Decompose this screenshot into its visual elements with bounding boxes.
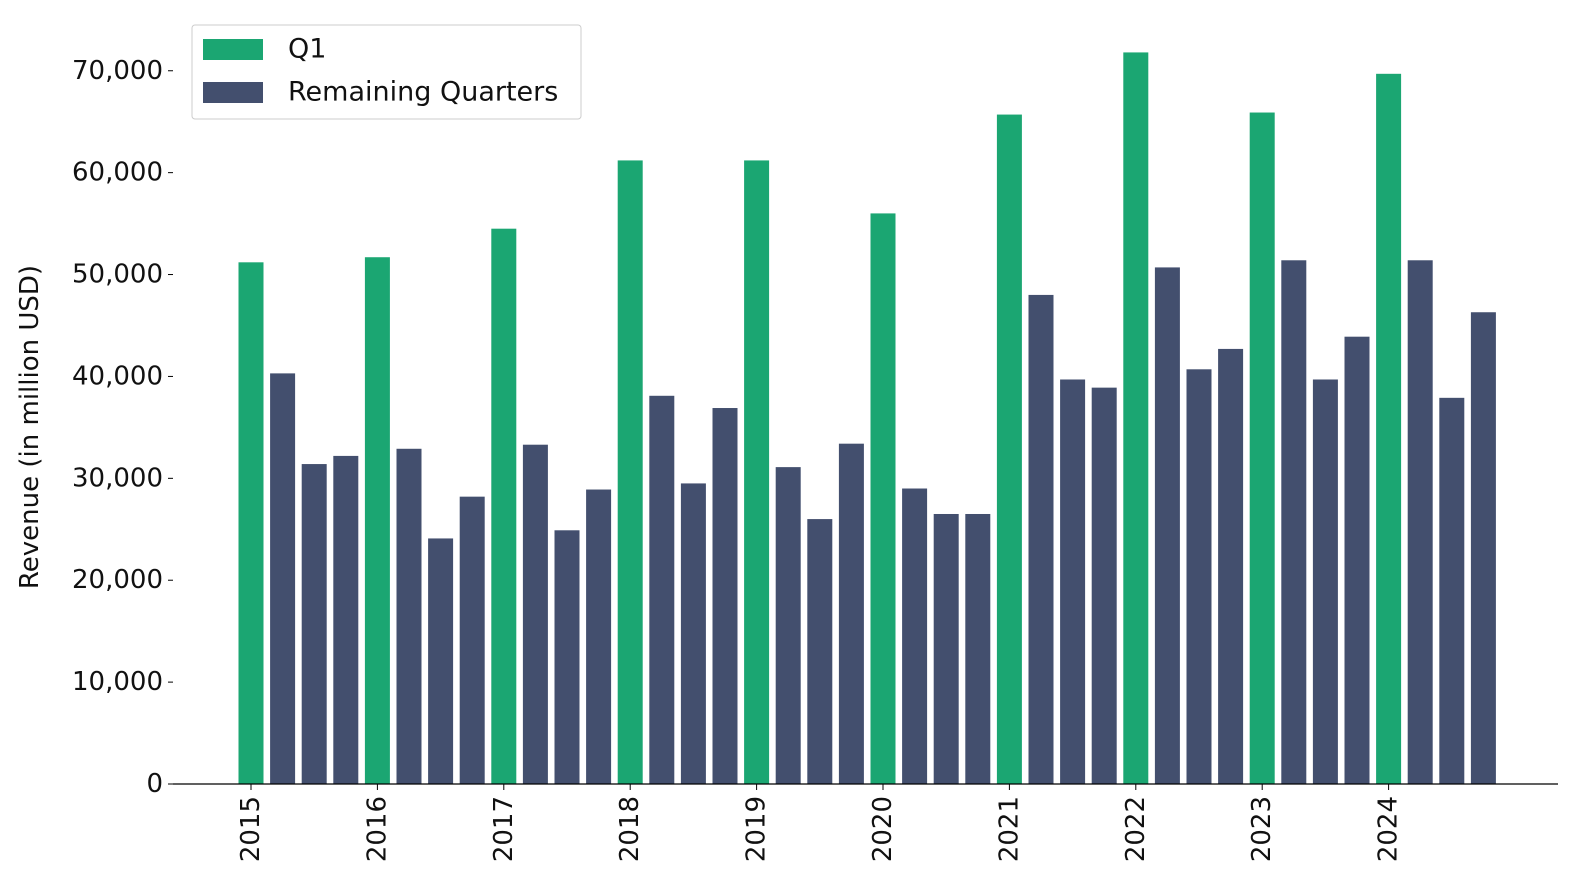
bar-2022-q2-remaining-quarters	[1154, 267, 1180, 784]
bar-2023-q2-remaining-quarters	[1281, 260, 1307, 784]
bar-2020-q3-remaining-quarters	[933, 513, 959, 784]
bar-2021-q4-remaining-quarters	[1091, 387, 1117, 784]
y-tick-label-0: 0	[146, 769, 163, 799]
y-tick-label-20000: 20,000	[72, 565, 163, 595]
x-tick-label-2017: 2017	[489, 796, 519, 862]
y-tick-label-30000: 30,000	[72, 463, 163, 493]
x-tick-label-2024: 2024	[1374, 796, 1404, 862]
legend: Q1 Remaining Quarters	[191, 24, 582, 120]
bar-2021-q3-remaining-quarters	[1060, 379, 1086, 784]
bar-2024-q2-remaining-quarters	[1407, 260, 1433, 784]
bar-2016-q1-q1	[364, 257, 390, 785]
bar-2022-q1-q1	[1123, 52, 1149, 785]
legend-label-remaining-quarters: Remaining Quarters	[288, 77, 558, 108]
x-tick-label-2022: 2022	[1121, 796, 1151, 862]
bar-2016-q3-remaining-quarters	[428, 538, 454, 784]
bar-2023-q4-remaining-quarters	[1344, 336, 1370, 784]
legend-label-q1: Q1	[288, 34, 326, 65]
bar-2024-q4-remaining-quarters	[1470, 312, 1496, 784]
x-tick-label-2018: 2018	[615, 796, 645, 862]
bar-2021-q2-remaining-quarters	[1028, 294, 1054, 784]
bar-2015-q1-q1	[238, 262, 264, 784]
bar-2021-q1-q1	[996, 114, 1022, 784]
bar-2017-q4-remaining-quarters	[586, 489, 612, 784]
x-tick-label-2023: 2023	[1247, 796, 1277, 862]
bar-2018-q4-remaining-quarters	[712, 408, 738, 784]
bar-2023-q3-remaining-quarters	[1312, 379, 1338, 784]
x-tick-label-2019: 2019	[742, 796, 772, 862]
x-axis-ticks: 2015 2016 2017 2018 2019 2020 2021 2022 2023 2024	[236, 784, 1404, 862]
y-tick-label-10000: 10,000	[72, 667, 163, 697]
bar-2019-q1-q1	[744, 160, 770, 785]
bar-2019-q2-remaining-quarters	[775, 467, 801, 784]
bar-2018-q2-remaining-quarters	[649, 395, 675, 784]
bar-2023-q1-q1	[1249, 112, 1275, 784]
bar-2016-q4-remaining-quarters	[459, 496, 485, 784]
legend-swatch-q1	[203, 39, 263, 60]
y-axis-title: Revenue (in million USD)	[15, 265, 45, 589]
y-axis-ticks: 0 10,000 20,000 30,000 40,000 50,000 60,000 70,…	[72, 56, 173, 799]
bar-2016-q2-remaining-quarters	[396, 448, 422, 784]
x-tick-label-2021: 2021	[994, 796, 1024, 862]
bar-2015-q4-remaining-quarters	[333, 455, 359, 784]
bar-2024-q3-remaining-quarters	[1439, 397, 1465, 784]
y-tick-label-70000: 70,000	[72, 56, 163, 86]
legend-frame	[191, 24, 582, 120]
y-tick-label-50000: 50,000	[72, 260, 163, 290]
bar-2017-q2-remaining-quarters	[522, 444, 548, 784]
x-tick-label-2015: 2015	[236, 796, 266, 862]
legend-swatch-remaining-quarters	[203, 82, 263, 103]
bar-2018-q3-remaining-quarters	[680, 483, 706, 784]
bar-2018-q1-q1	[617, 160, 643, 785]
bar-2020-q2-remaining-quarters	[902, 488, 928, 784]
bar-2019-q3-remaining-quarters	[807, 519, 833, 784]
y-tick-label-40000: 40,000	[72, 361, 163, 391]
bar-2022-q3-remaining-quarters	[1186, 369, 1212, 784]
bar-2022-q4-remaining-quarters	[1218, 348, 1244, 784]
bar-2020-q1-q1	[870, 213, 896, 784]
bars-layer	[238, 52, 1496, 785]
bar-2017-q3-remaining-quarters	[554, 530, 580, 784]
bar-2024-q1-q1	[1376, 73, 1402, 784]
bar-2015-q3-remaining-quarters	[301, 464, 327, 784]
bar-2015-q2-remaining-quarters	[270, 373, 296, 784]
y-tick-label-60000: 60,000	[72, 158, 163, 188]
bar-2019-q4-remaining-quarters	[838, 443, 864, 784]
x-tick-label-2020: 2020	[868, 796, 898, 862]
bar-2020-q4-remaining-quarters	[965, 513, 991, 784]
x-tick-label-2016: 2016	[362, 796, 392, 862]
bar-2017-q1-q1	[491, 228, 517, 784]
